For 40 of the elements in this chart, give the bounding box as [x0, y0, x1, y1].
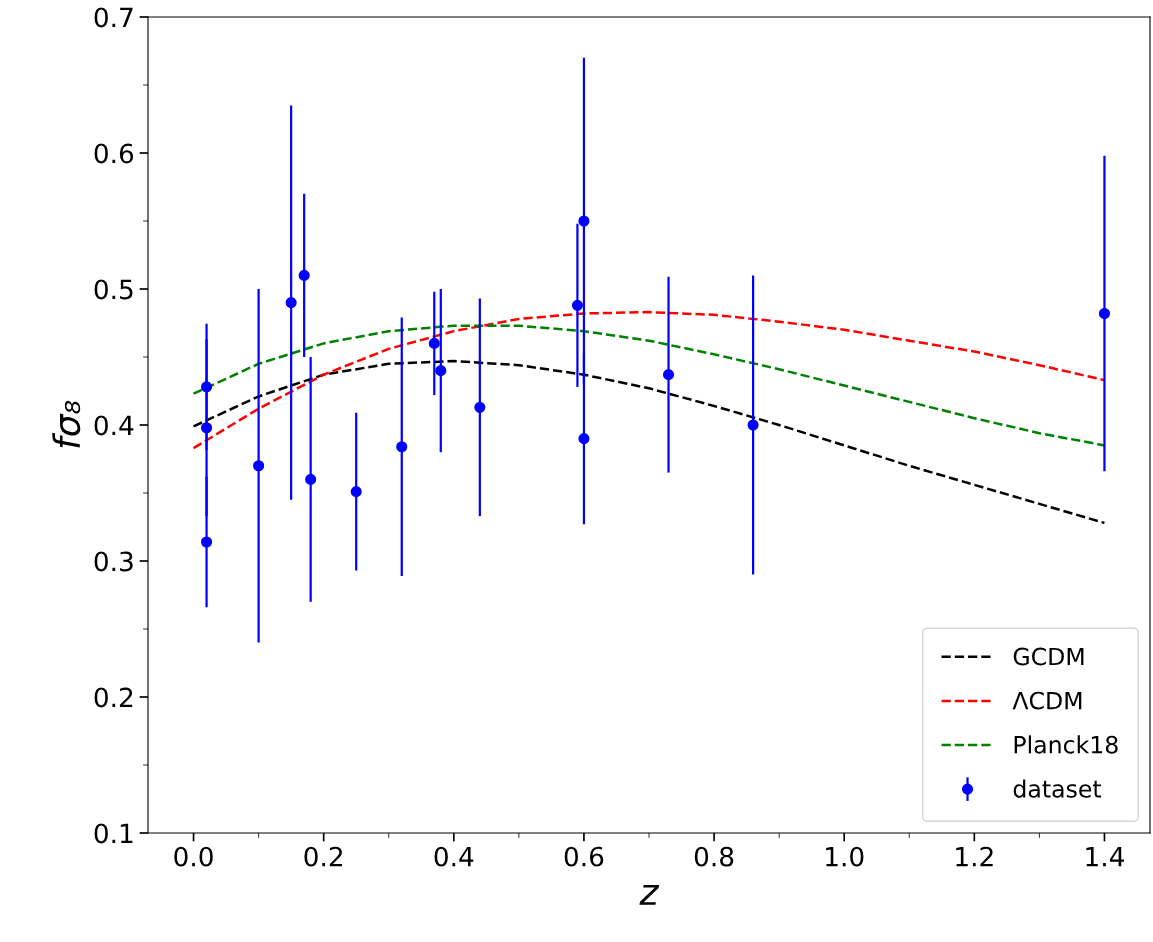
y-tick-label: 0.2 — [94, 687, 133, 708]
legend-label: Planck18 — [1014, 735, 1118, 754]
point — [285, 297, 297, 309]
x-tick-label: 0.4 — [434, 846, 474, 867]
y-tick-label: 0.7 — [94, 7, 133, 28]
point — [662, 369, 675, 381]
x-tick-label: 1.0 — [826, 846, 864, 867]
point — [350, 486, 362, 498]
legend-label: dataset — [1013, 779, 1102, 798]
y-tick-label: 0.3 — [94, 551, 133, 572]
point — [201, 536, 213, 548]
y-axis-title: fσ₈ — [52, 400, 81, 448]
point — [201, 381, 213, 393]
y-tick-label: 0.6 — [94, 143, 134, 164]
x-tick-label: 0.8 — [694, 846, 734, 867]
point — [435, 365, 447, 377]
legend-label: GCDM — [1013, 647, 1084, 666]
legend-label: ΛCDM — [1012, 691, 1082, 710]
x-tick-label: 0.6 — [564, 846, 604, 867]
point — [747, 419, 759, 431]
point — [1098, 307, 1111, 320]
y-tick-label: 0.1 — [94, 823, 133, 844]
x-tick-label: 0.0 — [174, 846, 213, 867]
point — [201, 422, 213, 434]
point — [396, 441, 408, 453]
y-tick-label: 0.4 — [94, 415, 134, 436]
point — [305, 473, 317, 485]
y-tick-label: 0.5 — [94, 279, 133, 300]
point — [428, 337, 440, 349]
x-tick-label: 1.2 — [956, 846, 993, 867]
x-tick-label: 0.2 — [304, 846, 343, 867]
point — [253, 460, 265, 472]
point — [578, 433, 590, 445]
point — [578, 215, 590, 227]
point — [474, 401, 486, 413]
point — [298, 269, 310, 281]
x-axis-title: z — [639, 884, 660, 905]
line-series — [192, 359, 1106, 525]
point — [571, 299, 583, 311]
x-tick-label: 1.4 — [1086, 847, 1124, 867]
